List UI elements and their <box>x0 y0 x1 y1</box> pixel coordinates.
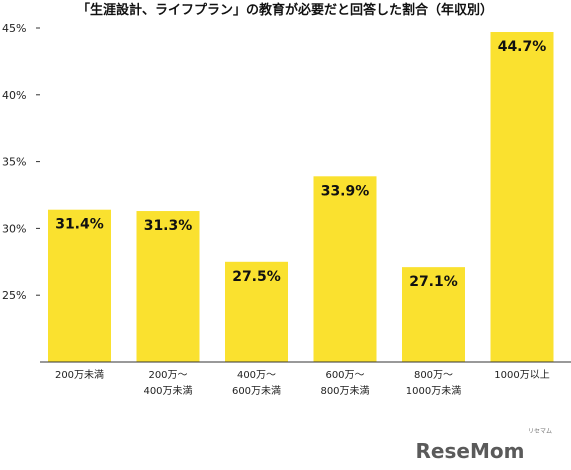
bar <box>225 261 288 362</box>
watermark-text: ReseMom <box>416 439 525 463</box>
value-labels: 31.4% 31.3% 27.5% 33.9% 27.1% 44.7% <box>55 39 546 290</box>
category-label: 1000万未満 <box>406 385 461 397</box>
category-label: 400万～ <box>237 370 276 381</box>
bar-value-label: 27.1% <box>409 274 458 290</box>
watermark-subtext: リセマム <box>528 428 552 435</box>
watermark-logo: ReseMom リセマム <box>416 428 552 463</box>
y-tick-label: 45% <box>2 22 26 35</box>
category-label: 400万未満 <box>143 385 192 397</box>
category-label: 600万～ <box>325 370 364 381</box>
category-label: 600万未満 <box>232 385 281 397</box>
bar-value-label: 44.7% <box>498 39 547 55</box>
bar-value-label: 31.3% <box>144 218 193 234</box>
bars <box>48 32 554 363</box>
category-labels: 200万未満 200万～ 400万未満 400万～ 600万未満 600万～ 800万未満 8… <box>55 369 550 397</box>
y-tick-label: 40% <box>2 89 26 102</box>
category-label: 800万～ <box>414 370 453 381</box>
bar-value-label: 31.4% <box>55 217 104 233</box>
bar <box>136 211 200 362</box>
category-label: 200万～ <box>148 370 187 381</box>
y-tick-label: 25% <box>2 289 26 302</box>
bar <box>490 32 554 363</box>
bar <box>48 209 111 362</box>
bar <box>313 176 377 362</box>
bar-value-label: 33.9% <box>321 183 370 199</box>
bar-value-label: 27.5% <box>232 269 281 285</box>
y-tick-label: 30% <box>2 222 26 235</box>
category-label: 200万未満 <box>55 369 104 381</box>
chart-title: 「生涯設計、ライフプラン」の教育が必要だと回答した割合（年収別） <box>77 2 493 18</box>
category-label: 1000万以上 <box>494 369 549 381</box>
y-axis: 25% 30% 35% 40% 45% <box>2 22 40 302</box>
y-tick-label: 35% <box>2 156 26 169</box>
category-label: 800万未満 <box>320 385 369 397</box>
bar <box>402 267 465 362</box>
